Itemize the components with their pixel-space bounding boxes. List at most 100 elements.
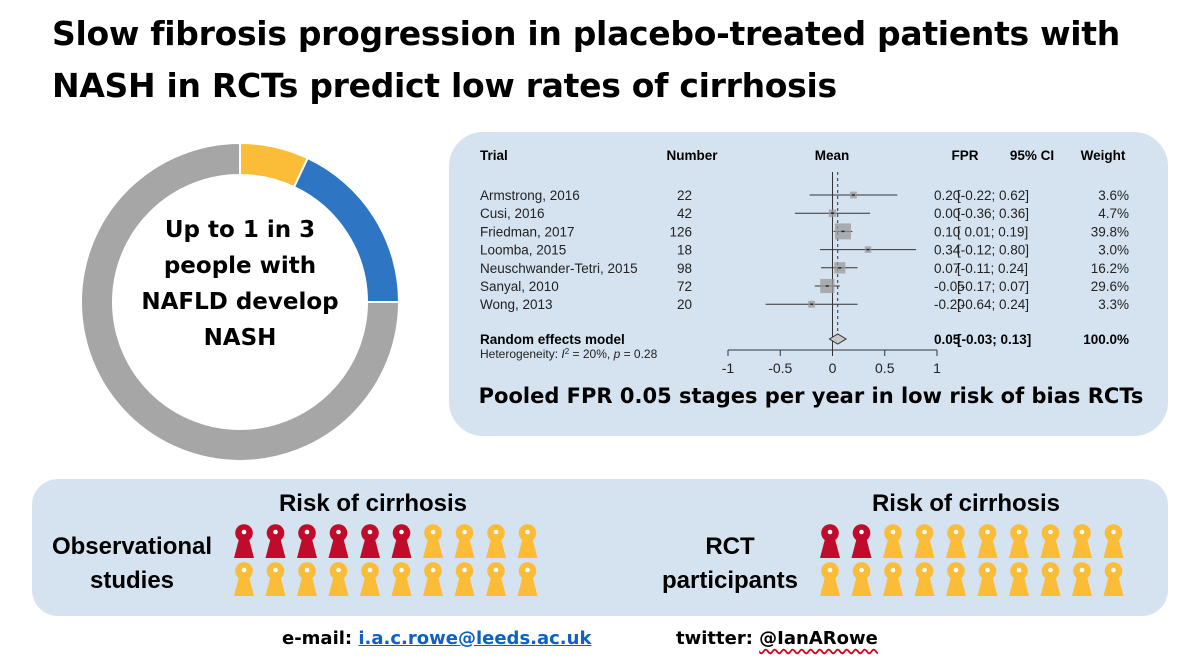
study-weight: 29.6% — [1091, 279, 1129, 294]
person-icon — [946, 524, 966, 558]
person-icon — [423, 524, 443, 558]
donut-text-line: NAFLD develop — [141, 289, 339, 315]
person-icon — [977, 524, 998, 558]
footer-email: e-mail: i.a.c.rowe@leeds.ac.uk — [282, 628, 591, 649]
study-number: 20 — [677, 297, 692, 312]
x-tick-label: 0 — [829, 360, 837, 376]
study-ci: [-0.36; 0.36] — [957, 206, 1029, 221]
study-fpr: 0.34 — [934, 243, 961, 258]
person-icon — [360, 562, 380, 596]
person-icon — [486, 524, 506, 558]
person-icon — [1103, 524, 1124, 558]
study-ci: [-0.22; 0.62] — [957, 188, 1029, 203]
person-icon — [914, 524, 935, 558]
study-number: 18 — [677, 243, 692, 258]
person-icon — [1072, 524, 1092, 558]
donut-center-text: Up to 1 in 3 people with NAFLD develop N… — [140, 212, 340, 356]
risk-label: participants — [662, 567, 798, 594]
study-weight: 3.0% — [1098, 243, 1129, 258]
person-icon — [234, 524, 254, 558]
person-icon — [328, 562, 349, 596]
person-icon — [883, 524, 903, 558]
pooled-caption: Pooled FPR 0.05 stages per year in low r… — [478, 384, 1144, 408]
person-icon — [328, 524, 349, 558]
risk-panel: Risk of cirrhosis Observational studies Ris… — [32, 479, 1168, 616]
person-icon — [454, 524, 475, 558]
study-trial: Wong, 2013 — [480, 297, 553, 312]
study-trial: Cusi, 2016 — [480, 206, 545, 221]
risk-title: Risk of cirrhosis — [872, 490, 1060, 517]
study-ci: [ 0.01; 0.19] — [957, 224, 1028, 239]
header-mean: Mean — [815, 148, 850, 163]
x-tick-label: -1 — [722, 360, 735, 376]
study-weight: 4.7% — [1098, 206, 1129, 221]
study-weight: 3.3% — [1098, 297, 1129, 312]
donut-text-line: NASH — [203, 325, 277, 351]
risk-label: Observational — [52, 533, 212, 560]
person-icon — [1040, 562, 1061, 596]
title-line-1: Slow fibrosis progression in placebo-tre… — [52, 14, 1120, 53]
x-tick-label: 1 — [933, 360, 941, 376]
person-icon — [486, 562, 506, 596]
person-icon — [234, 562, 254, 596]
person-icon — [851, 562, 872, 596]
person-icon — [820, 524, 840, 558]
person-icon — [517, 524, 538, 558]
study-ci: [-0.12; 0.80] — [957, 243, 1029, 258]
study-ci: [-0.11; 0.24] — [957, 261, 1028, 276]
person-icon — [391, 524, 412, 558]
model-weight: 100.0% — [1083, 332, 1129, 347]
donut-text-line: Up to 1 in 3 — [164, 217, 316, 243]
study-fpr: 0.00 — [934, 206, 960, 221]
study-number: 126 — [669, 224, 692, 239]
twitter-label: twitter: — [676, 628, 760, 649]
study-trial: Neuschwander-Tetri, 2015 — [480, 261, 638, 276]
study-trial: Armstrong, 2016 — [480, 188, 580, 203]
study-number: 98 — [677, 261, 692, 276]
person-icon — [391, 562, 412, 596]
page-title: Slow fibrosis progression in placebo-tre… — [52, 8, 1172, 112]
header-fpr: FPR — [952, 148, 979, 163]
model-ci: [-0.03; 0.13] — [957, 332, 1031, 347]
person-icon — [820, 562, 840, 596]
person-icon — [297, 562, 317, 596]
study-fpr: -0.05 — [934, 279, 965, 294]
model-fpr: 0.05 — [934, 332, 961, 347]
twitter-handle[interactable]: @IanARowe — [759, 628, 878, 649]
study-ci: [-0.64; 0.24] — [957, 297, 1029, 312]
study-trial: Friedman, 2017 — [480, 224, 575, 239]
study-number: 22 — [677, 188, 692, 203]
study-weight: 16.2% — [1091, 261, 1129, 276]
header-weight: Weight — [1081, 148, 1126, 163]
x-tick-label: 0.5 — [875, 360, 895, 376]
heterogeneity-text: Heterogeneity: I2 = 20%, p = 0.28 — [480, 347, 658, 362]
person-icon — [265, 524, 286, 558]
x-tick-label: -0.5 — [768, 360, 792, 376]
person-icon — [883, 562, 903, 596]
header-number: Number — [666, 148, 718, 163]
study-weight: 39.8% — [1091, 224, 1129, 239]
donut-chart — [80, 141, 401, 462]
person-icon — [517, 562, 538, 596]
person-icon — [1072, 562, 1092, 596]
study-number: 42 — [677, 206, 692, 221]
study-trial: Sanyal, 2010 — [480, 279, 559, 294]
study-fpr: 0.07 — [934, 261, 960, 276]
person-icon — [1103, 562, 1124, 596]
forest-plot: Trial Number Mean FPR 95% CI Weight Armstrong,… — [480, 148, 1129, 376]
study-weight: 3.6% — [1098, 188, 1129, 203]
study-fpr: 0.10 — [934, 224, 960, 239]
risk-icon-arrays: Risk of cirrhosis Observational studies Ris… — [52, 490, 1124, 596]
person-icon — [946, 562, 966, 596]
person-icon — [1040, 524, 1061, 558]
risk-label: RCT — [705, 533, 755, 560]
footer-twitter: twitter: @IanARowe — [676, 628, 878, 649]
model-label: Random effects model — [480, 332, 625, 347]
donut-slice-2 — [80, 141, 401, 462]
header-trial: Trial — [480, 148, 508, 163]
person-icon — [851, 524, 872, 558]
person-icon — [1009, 524, 1029, 558]
person-icon — [914, 562, 935, 596]
email-link[interactable]: i.a.c.rowe@leeds.ac.uk — [358, 628, 592, 649]
model-diamond — [828, 333, 848, 345]
